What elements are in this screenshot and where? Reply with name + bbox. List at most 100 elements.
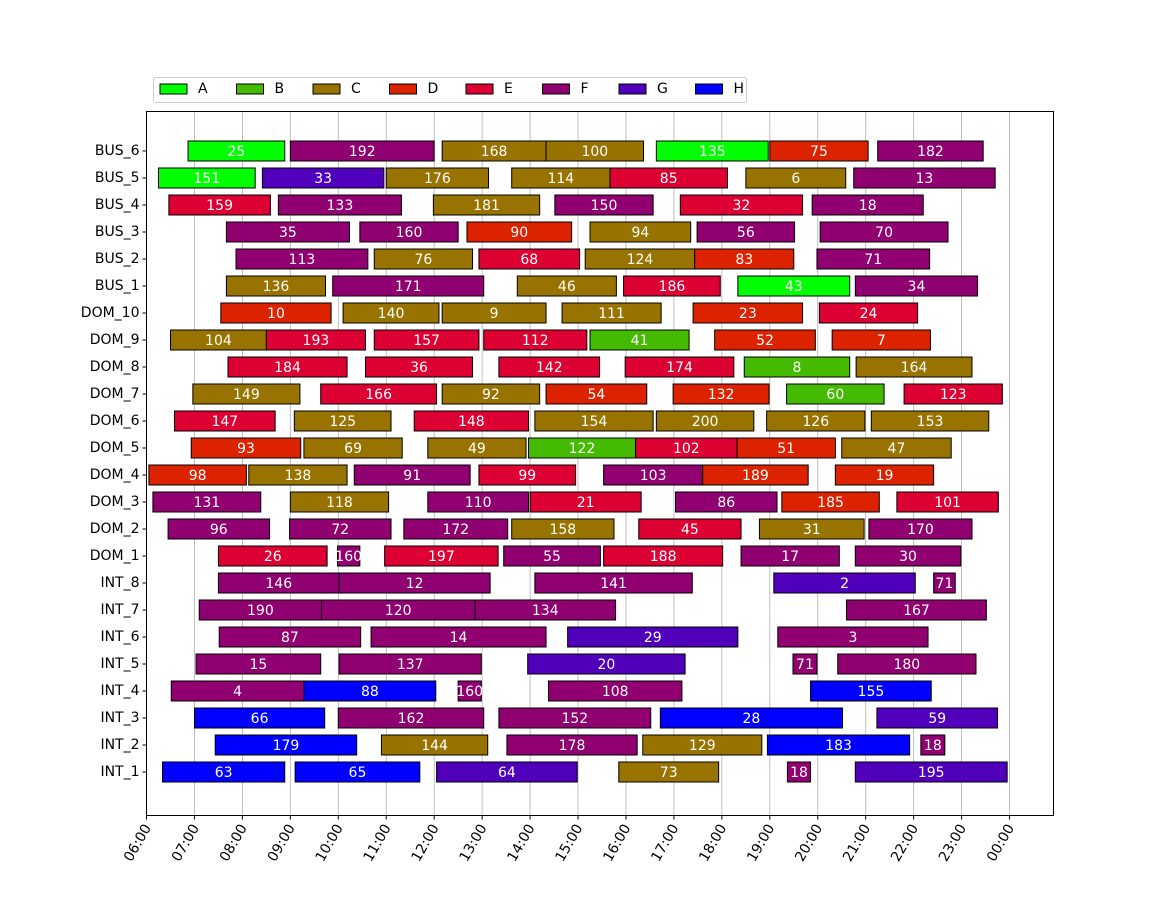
task-bar — [225, 221, 350, 243]
task-bar — [659, 707, 844, 729]
task-bar — [877, 140, 984, 162]
legend-swatch — [389, 83, 417, 95]
x-tick-label: 10:00 — [313, 822, 347, 865]
task-bar-label: 92 — [482, 387, 500, 403]
task-bar-label: 140 — [378, 306, 405, 322]
task-bar-label: 43 — [785, 279, 803, 295]
task-bar — [506, 734, 638, 756]
task-bar-label: 9 — [490, 306, 499, 322]
task-bar-label: 87 — [281, 630, 299, 646]
task-bar — [193, 707, 326, 729]
task-bar-label: 94 — [631, 225, 649, 241]
task-bar-label: 102 — [673, 441, 700, 457]
task-bar — [694, 248, 795, 270]
x-tick-label: 21:00 — [840, 822, 874, 865]
task-bar — [227, 356, 348, 378]
task-bar-label: 68 — [520, 252, 538, 268]
y-tick-label: BUS_3 — [95, 224, 140, 240]
y-tick-label: DOM_5 — [90, 440, 140, 456]
task-bar — [303, 680, 437, 702]
task-bar-label: 52 — [756, 333, 774, 349]
task-bar — [737, 275, 851, 297]
task-bar-label: 170 — [907, 522, 934, 538]
task-bar — [168, 194, 271, 216]
task-bar — [766, 734, 911, 756]
task-bar — [385, 167, 490, 189]
y-tick-label: INT_2 — [100, 737, 139, 753]
y-tick-label: DOM_7 — [90, 386, 140, 402]
task-bar-label: 10 — [267, 306, 285, 322]
task-bar-label: 133 — [327, 198, 354, 214]
y-tick-label: DOM_4 — [90, 467, 140, 483]
task-bar-label: 31 — [803, 522, 821, 538]
x-tick-label: 20:00 — [792, 822, 826, 865]
y-tick-label: DOM_3 — [90, 494, 140, 510]
task-bar — [225, 275, 327, 297]
task-bar-label: 26 — [264, 549, 282, 565]
task-bar — [638, 518, 742, 540]
task-bar-label: 72 — [331, 522, 349, 538]
x-tick-label: 14:00 — [505, 822, 539, 865]
task-bar-label: 75 — [810, 144, 828, 160]
task-bar-label: 197 — [428, 549, 455, 565]
task-bar-label: 138 — [285, 468, 312, 484]
task-bar — [373, 248, 474, 270]
task-bar — [933, 572, 956, 594]
task-bar — [192, 383, 301, 405]
task-bar — [364, 356, 474, 378]
task-bar-label: 13 — [916, 171, 934, 187]
task-bar — [818, 302, 919, 324]
task-bar — [841, 437, 952, 459]
task-bar — [743, 356, 851, 378]
task-bar — [235, 248, 369, 270]
task-bar-label: 63 — [215, 765, 233, 781]
task-bar — [766, 410, 866, 432]
task-bar-label: 23 — [739, 306, 757, 322]
task-bar-label: 35 — [279, 225, 297, 241]
task-bar-label: 7 — [877, 333, 886, 349]
legend-frame — [153, 77, 747, 103]
task-bar — [854, 545, 962, 567]
task-bar — [474, 599, 617, 621]
task-bar-label: 200 — [692, 414, 719, 430]
task-bar-label: 160 — [335, 549, 362, 565]
task-bar — [672, 383, 770, 405]
task-bar — [777, 626, 929, 648]
task-bar-label: 147 — [211, 414, 238, 430]
task-bar — [413, 410, 529, 432]
task-bar-label: 162 — [398, 711, 425, 727]
task-bar-label: 118 — [326, 495, 353, 511]
legend: A B C D E F G H — [153, 77, 747, 103]
task-bar — [436, 761, 578, 783]
task-bar — [655, 140, 769, 162]
task-bar — [534, 410, 654, 432]
task-bar — [353, 464, 471, 486]
y-tick-label: INT_4 — [100, 683, 139, 699]
task-bar-label: 24 — [860, 306, 878, 322]
task-bar — [773, 572, 916, 594]
task-bar — [161, 761, 286, 783]
task-bar — [609, 167, 728, 189]
task-bar — [498, 356, 601, 378]
task-bar — [289, 518, 392, 540]
x-tick-label: 06:00 — [121, 822, 155, 865]
task-bar — [642, 734, 763, 756]
task-bar — [441, 302, 547, 324]
task-bar — [338, 572, 491, 594]
task-bar — [834, 464, 935, 486]
task-bar-label: 181 — [473, 198, 500, 214]
legend-label: H — [734, 81, 745, 97]
task-bar — [338, 653, 482, 675]
task-bar — [786, 383, 885, 405]
task-bar — [567, 626, 739, 648]
task-bar-label: 171 — [395, 279, 422, 295]
task-bar-label: 142 — [536, 360, 563, 376]
task-bar-label: 18 — [790, 765, 808, 781]
legend-swatch — [618, 83, 647, 95]
task-bar — [516, 275, 617, 297]
task-bar-label: 120 — [385, 603, 412, 619]
task-bar — [554, 194, 654, 216]
task-bar-label: 32 — [733, 198, 751, 214]
